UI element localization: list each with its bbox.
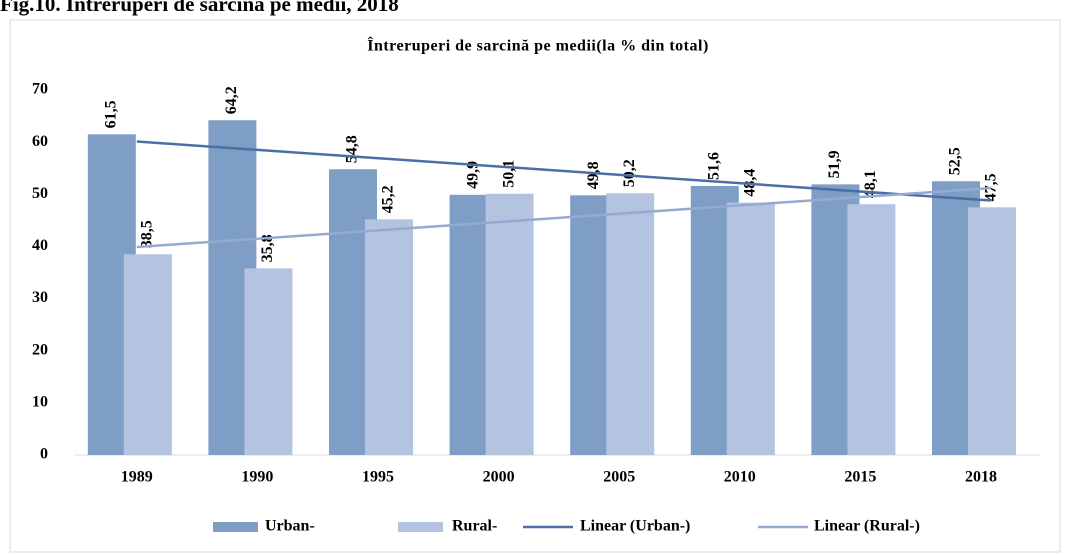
- chart-title: Întreruperi de sarcină pe medii(la % din…: [367, 36, 709, 55]
- bar: [968, 207, 1016, 455]
- legend-label: Urban-: [265, 518, 315, 535]
- x-tick-label: 2000: [483, 469, 515, 486]
- data-label: 50,2: [621, 159, 638, 187]
- legend-label: Linear (Urban-): [580, 518, 690, 535]
- bar: [726, 202, 775, 455]
- y-tick-label: 30: [32, 289, 48, 306]
- y-tick-label: 70: [32, 81, 48, 98]
- trend-line: [136, 140, 992, 202]
- bar: [123, 254, 172, 455]
- y-tick-label: 20: [32, 341, 48, 358]
- data-label: 61,5: [102, 100, 119, 128]
- data-label: 52,5: [947, 147, 964, 175]
- y-tick-label: 50: [32, 185, 48, 202]
- data-label: 54,8: [344, 135, 361, 163]
- data-label: 64,2: [223, 86, 240, 114]
- bar: [485, 193, 534, 455]
- data-label: 51,9: [826, 150, 843, 178]
- bar: [244, 268, 293, 455]
- data-label: 49,9: [464, 161, 481, 189]
- x-tick-label: 2018: [965, 469, 997, 486]
- y-tick-label: 40: [32, 237, 48, 254]
- y-tick-label: 10: [32, 394, 48, 411]
- x-tick-label: 2005: [603, 469, 635, 486]
- legend-swatch: [213, 522, 258, 532]
- x-tick-label: 1990: [241, 469, 273, 486]
- y-tick-label: 60: [32, 133, 48, 150]
- trend-line: [136, 186, 992, 249]
- data-label: 47,5: [983, 173, 1000, 201]
- y-tick-label: 0: [40, 446, 48, 463]
- x-tick-label: 1995: [362, 469, 394, 486]
- x-tick-label: 2010: [724, 469, 756, 486]
- bar: [606, 193, 655, 455]
- x-tick-label: 2015: [844, 469, 876, 486]
- data-label: 48,1: [862, 170, 879, 198]
- bar: [847, 204, 896, 455]
- data-label: 45,2: [380, 185, 397, 213]
- data-label: 51,6: [705, 152, 722, 180]
- data-label: 49,8: [585, 161, 602, 189]
- data-label: 35,8: [259, 234, 276, 262]
- data-label: 48,4: [741, 169, 758, 197]
- bar: [365, 219, 413, 455]
- legend-swatch: [398, 522, 443, 532]
- data-label: 50,1: [500, 160, 517, 188]
- x-tick-label: 1989: [121, 469, 153, 486]
- figure-title: Fig.10. Întreruperi de sarcină pe medii,…: [0, 0, 399, 16]
- legend-label: Linear (Rural-): [814, 518, 920, 535]
- legend-label: Rural-: [452, 518, 497, 535]
- data-label: 38,5: [138, 220, 155, 248]
